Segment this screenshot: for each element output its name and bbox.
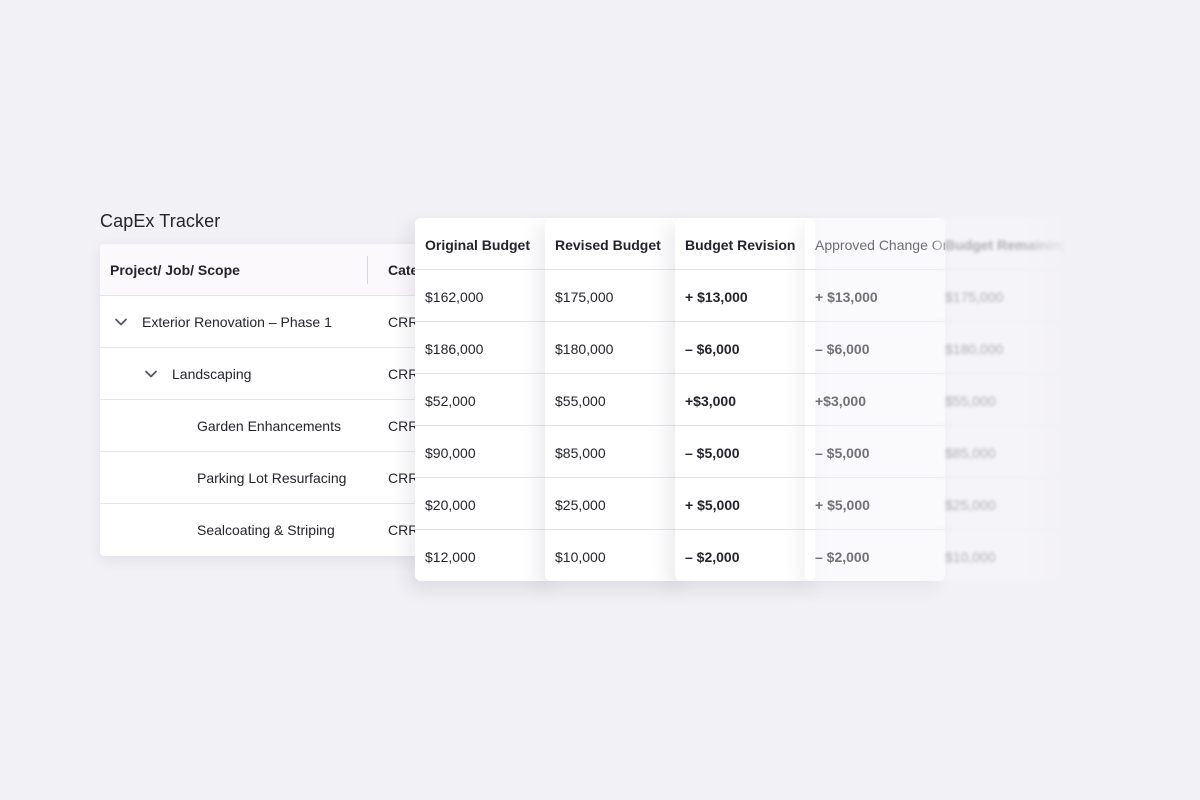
row-name: Exterior Renovation – Phase 1 <box>142 314 332 330</box>
row-category: CRR <box>388 418 419 434</box>
table-row-garden-enhancements[interactable]: Garden Enhancements CRR <box>100 400 520 452</box>
column-header-budget-revision[interactable]: Budget Revision <box>675 218 815 270</box>
table-cell: $12,000 <box>425 549 476 565</box>
column-header-original-budget[interactable]: Original Budget <box>415 218 555 270</box>
column-card-original-budget: Original Budget $162,000 $186,000 $52,00… <box>415 218 555 581</box>
table-cell: $175,000 <box>545 270 685 322</box>
table-cell-negative: – $6,000 <box>805 322 945 374</box>
row-category: CRR <box>388 470 419 486</box>
column-header-project[interactable]: Project/ Job/ Scope <box>110 262 240 278</box>
table-cell-positive: + $13,000 <box>805 270 945 322</box>
table-cell-positive: + $5,000 <box>805 478 945 530</box>
column-divider[interactable] <box>367 256 368 284</box>
table-cell-negative: – $2,000 <box>815 549 870 565</box>
table-cell-negative: – $6,000 <box>675 322 815 374</box>
row-name: Landscaping <box>172 366 252 382</box>
table-cell: $55,000 <box>545 374 685 426</box>
table-cell: $85,000 <box>935 426 1065 478</box>
table-cell: $180,000 <box>935 322 1065 374</box>
chevron-down-icon[interactable] <box>114 315 128 329</box>
table-row-parking-lot-resurfacing[interactable]: Parking Lot Resurfacing CRR <box>100 452 520 504</box>
table-row-landscaping[interactable]: Landscaping CRR <box>100 348 520 400</box>
edge-fade-overlay <box>1020 210 1080 590</box>
table-cell: $10,000 <box>555 549 606 565</box>
column-card-budget-revision: Budget Revision + $13,000 – $6,000 +$3,0… <box>675 218 815 581</box>
table-cell: $52,000 <box>415 374 555 426</box>
table-cell: $85,000 <box>545 426 685 478</box>
column-card-approved-change-orders: Approved Change Orders + $13,000 – $6,00… <box>805 218 945 581</box>
table-cell: $10,000 <box>945 549 996 565</box>
table-cell: $25,000 <box>545 478 685 530</box>
table-cell-positive: + $5,000 <box>675 478 815 530</box>
row-category: CRR <box>388 366 419 382</box>
row-category: CRR <box>388 314 419 330</box>
row-name: Parking Lot Resurfacing <box>197 470 347 486</box>
row-name: Sealcoating & Striping <box>197 522 335 538</box>
column-header-approved-change-orders[interactable]: Approved Change Orders <box>805 218 945 270</box>
table-cell-negative: – $5,000 <box>805 426 945 478</box>
page-title: CapEx Tracker <box>100 211 221 231</box>
column-header-revised-budget[interactable]: Revised Budget <box>545 218 685 270</box>
chevron-down-icon[interactable] <box>144 367 158 381</box>
table-cell: $55,000 <box>935 374 1065 426</box>
table-cell-positive: +$3,000 <box>805 374 945 426</box>
table-cell-negative: – $2,000 <box>685 549 740 565</box>
table-cell-negative: – $5,000 <box>675 426 815 478</box>
column-card-revised-budget: Revised Budget $175,000 $180,000 $55,000… <box>545 218 685 581</box>
table-cell: $162,000 <box>415 270 555 322</box>
table-cell-positive: + $13,000 <box>675 270 815 322</box>
table-cell: $175,000 <box>935 270 1065 322</box>
table-row-exterior-renovation[interactable]: Exterior Renovation – Phase 1 CRR <box>100 296 520 348</box>
row-name: Garden Enhancements <box>197 418 341 434</box>
table-cell: $186,000 <box>415 322 555 374</box>
table-cell-positive: +$3,000 <box>675 374 815 426</box>
table-cell: $25,000 <box>935 478 1065 530</box>
row-category: CRR <box>388 522 419 538</box>
table-cell: $90,000 <box>415 426 555 478</box>
table-cell: $180,000 <box>545 322 685 374</box>
table-cell: $20,000 <box>415 478 555 530</box>
table-row-sealcoating-striping[interactable]: Sealcoating & Striping CRR <box>100 504 520 556</box>
